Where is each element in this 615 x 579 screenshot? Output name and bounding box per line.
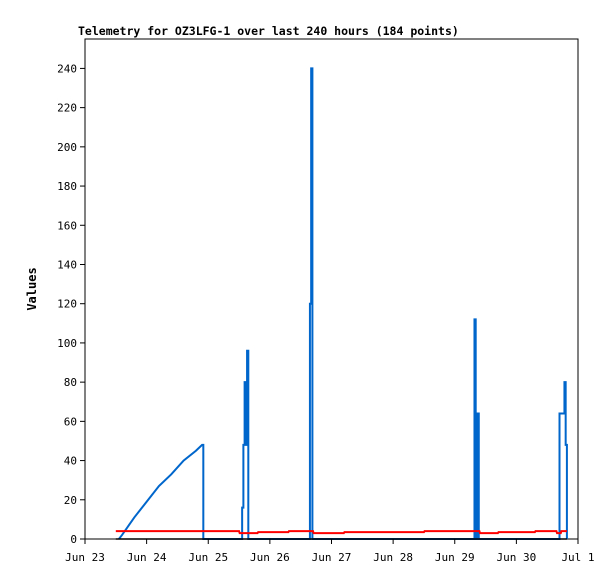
x-tick-label: Jun 23 (65, 551, 105, 564)
y-tick-label: 120 (57, 298, 77, 311)
y-tick-label: 200 (57, 141, 77, 154)
x-tick-label: Jun 25 (188, 551, 228, 564)
x-tick-label: Jun 30 (497, 551, 537, 564)
series-line-2 (115, 530, 567, 535)
x-tick-label: Jun 29 (435, 551, 475, 564)
y-tick-label: 160 (57, 219, 77, 232)
y-tick-label: 60 (64, 415, 77, 428)
y-tick-label: 40 (64, 455, 77, 468)
x-tick-label: Jun 24 (127, 551, 167, 564)
x-tick-label: Jun 28 (373, 551, 413, 564)
y-tick-label: 20 (64, 494, 77, 507)
x-axis: Jun 23 Jun 24 Jun 25 Jun 26 Jun 27 Jun 28 Jun … (65, 539, 595, 564)
y-tick-label: 220 (57, 102, 77, 115)
y-tick-label: 180 (57, 180, 77, 193)
y-tick-label: 140 (57, 258, 77, 271)
plot-area (84, 38, 579, 540)
y-tick-label: 240 (57, 62, 77, 75)
y-tick-label: 0 (70, 533, 77, 546)
y-tick-label: 80 (64, 376, 77, 389)
y-axis-label: Values (25, 267, 39, 310)
x-tick-label: Jun 26 (250, 551, 290, 564)
chart-title: Telemetry for OZ3LFG-1 over last 240 hou… (78, 24, 459, 38)
y-tick-label: 100 (57, 337, 77, 350)
series-layer (115, 67, 568, 540)
x-tick-label: Jul 1 (561, 551, 594, 564)
y-axis: 0 20 40 60 80 100 120 140 160 180 200 220 240 (57, 62, 85, 546)
x-tick-label: Jun 27 (312, 551, 352, 564)
